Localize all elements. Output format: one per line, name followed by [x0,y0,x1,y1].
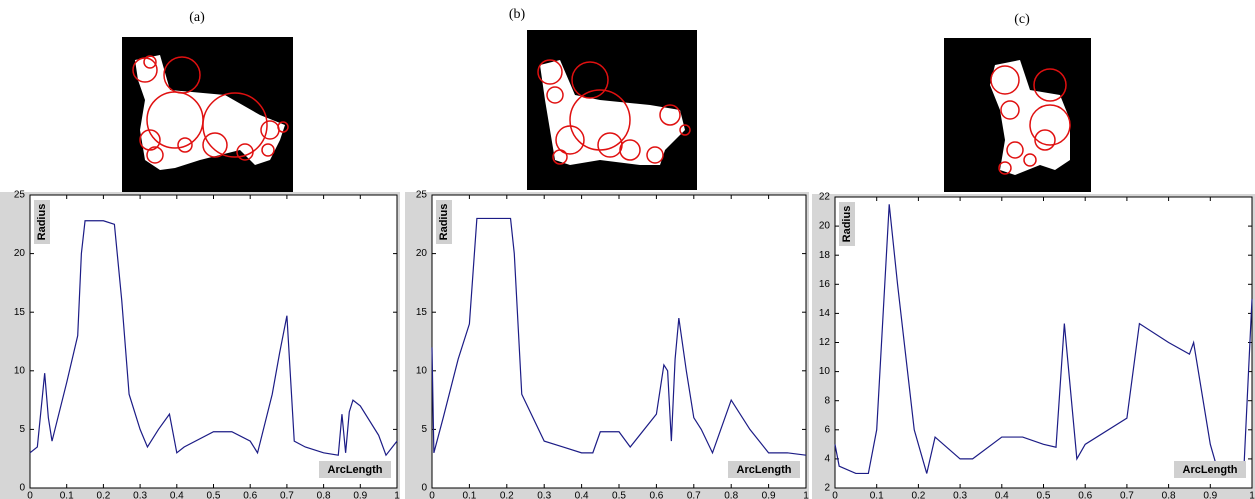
y-axis-label: Radius [438,204,450,241]
x-label-box [319,461,391,478]
y-tick-label: 14 [819,308,831,319]
x-tick-label: 0 [429,491,435,499]
y-tick-label: 5 [421,424,427,435]
y-tick-label: 10 [14,365,26,376]
y-tick-label: 12 [819,337,831,348]
y-tick-label: 4 [824,454,830,465]
x-tick-label: 0.8 [317,491,331,499]
plot-area [431,194,807,489]
x-tick-label: 0.3 [953,491,967,499]
x-tick-label: 0.9 [1203,491,1217,499]
y-tick-label: 20 [14,248,26,259]
x-tick-label: 0.2 [96,491,110,499]
y-label-box [839,202,855,246]
x-tick-label: 0.7 [687,491,701,499]
plot-area [29,194,398,489]
y-tick-label: 25 [416,190,428,201]
x-label-box [1174,461,1246,478]
y-tick-label: 20 [416,248,428,259]
y-tick-label: 5 [19,424,25,435]
y-tick-label: 25 [14,190,26,201]
y-tick-label: 20 [819,221,831,232]
x-tick-label: 0 [832,491,838,499]
y-tick-label: 16 [819,279,831,290]
y-label-box [436,200,452,244]
x-tick-label: 0.7 [1120,491,1134,499]
y-tick-label: 18 [819,250,831,261]
y-tick-label: 0 [421,483,427,494]
y-tick-label: 22 [819,192,831,203]
x-tick-label: 0.4 [170,491,184,499]
x-tick-label: 0.2 [500,491,514,499]
data-line [834,204,1253,475]
x-tick-label: 0.6 [243,491,257,499]
x-tick-label: 0.4 [575,491,589,499]
y-tick-label: 8 [824,395,830,406]
x-tick-label: 0.1 [60,491,74,499]
x-tick-label: 1 [394,491,400,499]
x-tick-label: 0.8 [1162,491,1176,499]
x-tick-label: 0.9 [762,491,776,499]
y-tick-label: 15 [416,307,428,318]
y-tick-label: 10 [819,366,831,377]
data-line [29,220,398,457]
x-axis-label: ArcLength [1183,464,1238,476]
x-tick-label: 0.1 [870,491,884,499]
image-a [122,37,293,192]
x-tick-label: 0.9 [353,491,367,499]
x-axis-label: ArcLength [737,464,792,476]
image-c [944,38,1091,192]
y-tick-label: 10 [416,365,428,376]
x-tick-label: 0.5 [207,491,221,499]
x-tick-label: 0.5 [1037,491,1051,499]
y-axis-label: Radius [841,206,853,243]
x-tick-label: 0 [27,491,33,499]
y-tick-label: 2 [824,483,830,494]
data-line [431,217,807,456]
image-b [527,30,697,190]
panel-title: (c) [1014,12,1030,27]
panel-title: (a) [189,10,205,25]
y-tick-label: 0 [19,483,25,494]
x-tick-label: 0.3 [537,491,551,499]
x-tick-label: 0.6 [649,491,663,499]
y-label-box [34,200,50,244]
x-tick-label: 1 [1249,491,1255,499]
x-tick-label: 0.3 [133,491,147,499]
x-tick-label: 0.4 [995,491,1009,499]
x-tick-label: 0.7 [280,491,294,499]
y-axis-label: Radius [36,204,48,241]
y-tick-label: 6 [824,424,830,435]
x-axis-label: ArcLength [328,464,383,476]
x-tick-label: 0.5 [612,491,626,499]
x-tick-label: 0.1 [462,491,476,499]
x-tick-label: 0.8 [724,491,738,499]
x-label-box [728,461,800,478]
panel-title: (b) [509,7,526,22]
x-tick-label: 0.2 [911,491,925,499]
y-tick-label: 15 [14,307,26,318]
x-tick-label: 1 [803,491,809,499]
x-tick-label: 0.6 [1078,491,1092,499]
